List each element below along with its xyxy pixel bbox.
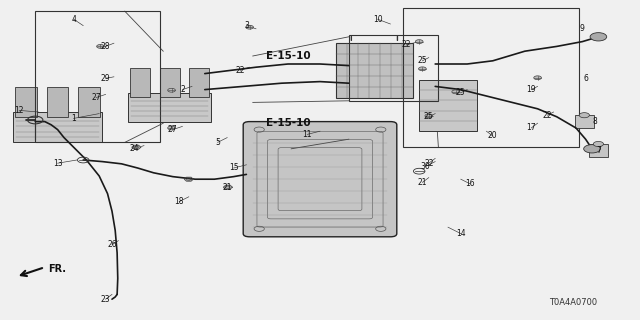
Text: 22: 22 [402,40,411,49]
Bar [419,80,477,131]
Bar [47,87,68,117]
Bar [13,112,102,142]
Bar [78,87,100,117]
Circle shape [97,44,104,48]
Text: 7: 7 [596,146,601,155]
Circle shape [425,114,433,118]
Text: 22: 22 [424,159,433,168]
Text: 10: 10 [372,15,383,24]
Text: 17: 17 [526,124,536,132]
Text: 22: 22 [236,66,244,75]
Circle shape [579,113,589,118]
Text: 16: 16 [465,180,476,188]
Text: 15: 15 [228,164,239,172]
Bar [189,68,209,97]
Text: 18: 18 [175,197,184,206]
Text: 9: 9 [580,24,585,33]
Bar [403,8,579,147]
Text: 14: 14 [456,229,466,238]
Circle shape [452,90,460,94]
Text: 23: 23 [100,295,111,304]
Circle shape [168,126,175,130]
Text: 21: 21 [418,178,427,187]
Bar [15,87,37,117]
Circle shape [415,40,423,44]
Polygon shape [223,185,232,189]
Circle shape [584,145,600,153]
Text: 26: 26 [107,240,117,249]
Text: 21: 21 [223,183,232,192]
Bar [589,144,608,157]
Text: 29: 29 [100,74,111,83]
Bar [575,115,594,128]
Text: 28: 28 [101,42,110,51]
Circle shape [593,141,604,147]
Circle shape [590,33,607,41]
Text: 22: 22 [543,111,552,120]
Text: 1: 1 [71,114,76,123]
Text: 27: 27 [91,93,101,102]
Text: 27: 27 [168,125,178,134]
Circle shape [534,76,541,80]
Bar [35,11,160,142]
Text: 25: 25 [417,56,428,65]
Text: 25: 25 [424,112,434,121]
Bar [128,93,211,122]
Polygon shape [184,177,193,181]
Text: 24: 24 [129,144,140,153]
Polygon shape [132,145,141,149]
Bar [349,35,438,101]
FancyBboxPatch shape [243,122,397,237]
Text: 2: 2 [180,85,185,94]
Text: 11: 11 [303,130,312,139]
Circle shape [246,25,253,29]
Circle shape [419,67,426,71]
Text: 25: 25 [456,88,466,97]
Text: 13: 13 [52,159,63,168]
Text: 4: 4 [71,15,76,24]
Text: 20: 20 [488,132,498,140]
Text: 19: 19 [526,85,536,94]
Text: FR.: FR. [48,264,66,274]
Text: 3: 3 [244,21,249,30]
Bar [159,68,180,97]
Text: T0A4A0700: T0A4A0700 [548,298,597,307]
Text: E-15-10: E-15-10 [266,118,310,128]
Bar [131,68,150,97]
Circle shape [168,88,175,92]
Text: 6: 6 [583,74,588,83]
Text: 12: 12 [15,106,24,115]
Bar [336,43,413,98]
Text: E-15-10: E-15-10 [266,51,310,61]
Text: 8: 8 [593,117,598,126]
Text: 5: 5 [215,138,220,147]
Text: 30: 30 [420,162,431,171]
